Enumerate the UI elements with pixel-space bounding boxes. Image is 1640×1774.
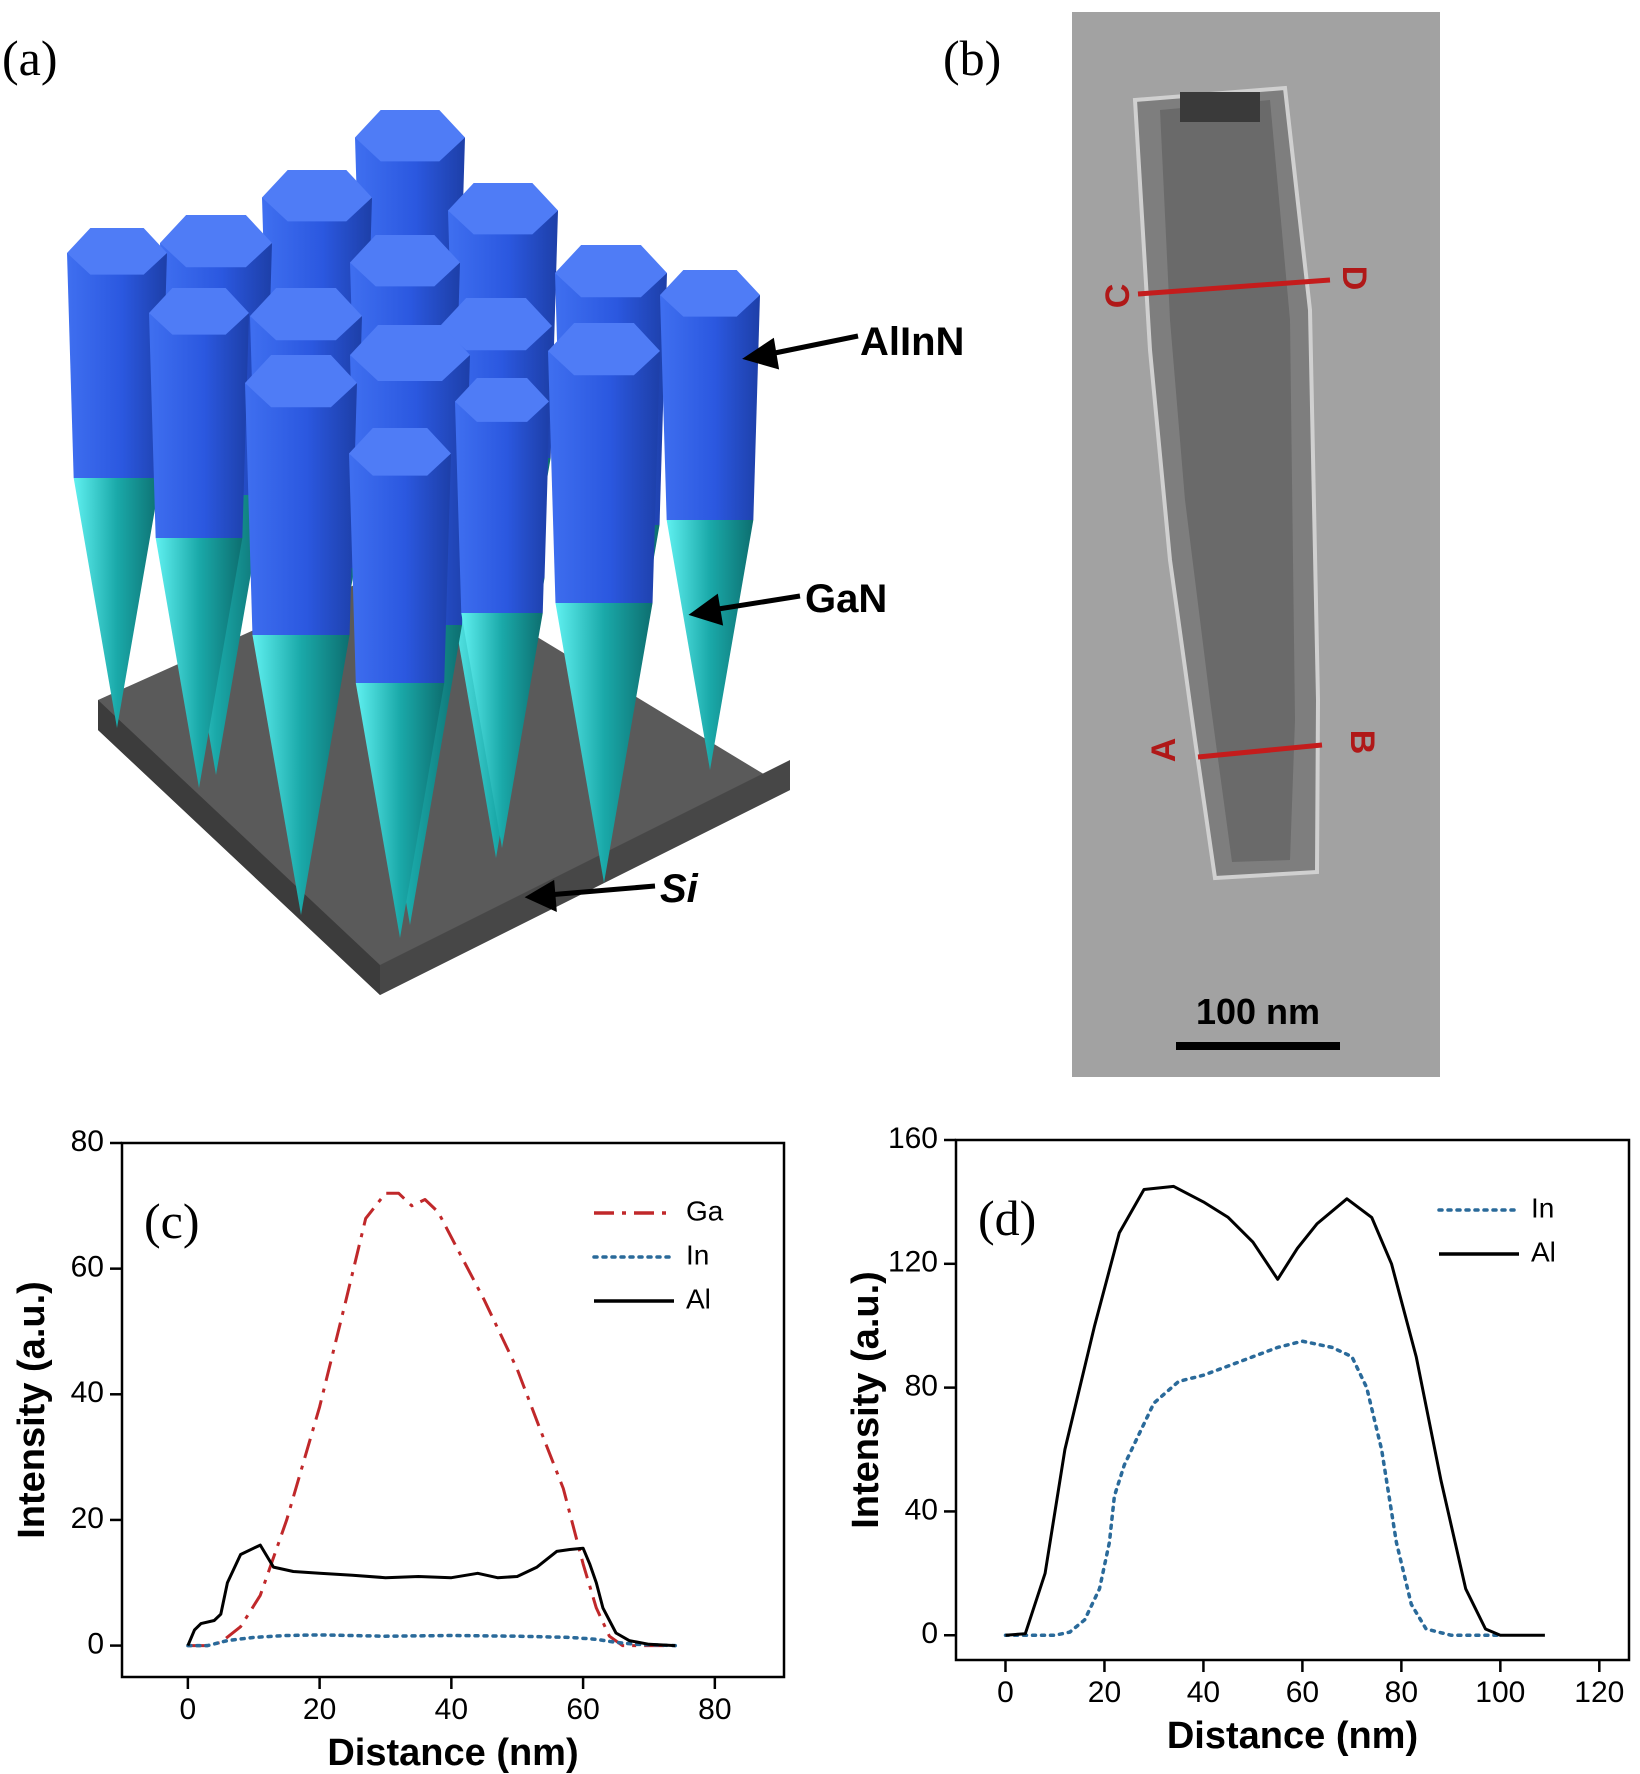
panel-label: (b) [943,30,1001,86]
legend-label: Ga [686,1195,724,1226]
y-tick-label: 160 [888,1122,938,1155]
line-label: B [1343,730,1381,755]
plot-frame [954,1138,1631,1662]
x-tick-label: 40 [435,1693,468,1726]
legend-label: Al [1531,1236,1556,1267]
y-tick-label: 40 [71,1376,104,1409]
data-line [1003,1339,1503,1637]
legend-label: In [1531,1192,1554,1223]
line-label: D [1335,266,1373,291]
x-axis-title: Distance (nm) [327,1732,578,1774]
y-tick-label: 0 [921,1617,938,1650]
panel-label: (d) [978,1190,1036,1246]
x-tick-label: 20 [303,1693,336,1726]
panel-label: (a) [2,30,58,86]
data-line [186,1543,676,1648]
x-tick-label: 60 [566,1693,599,1726]
line-label: C [1099,284,1137,309]
nanowire-illustration [67,110,790,995]
data-line [186,1633,678,1648]
data-line [187,1191,676,1648]
annotation: GaN [805,577,887,621]
y-tick-label: 80 [905,1370,938,1403]
y-tick-label: 40 [905,1493,938,1526]
x-axis-title: Distance (nm) [1167,1715,1418,1757]
scale-bar-label: 100 nm [1196,991,1320,1032]
x-tick-label: 120 [1574,1676,1624,1709]
y-tick-label: 80 [71,1125,104,1158]
x-tick-label: 0 [997,1676,1014,1709]
x-tick-label: 0 [180,1693,197,1726]
y-tick-label: 60 [71,1251,104,1284]
plot-frame [120,1141,786,1679]
x-tick-label: 60 [1286,1676,1319,1709]
x-tick-label: 40 [1187,1676,1220,1709]
tem-image [1072,12,1440,1077]
annotation: Si [660,867,699,911]
panel-label: (c) [144,1193,200,1249]
data-line [1005,1184,1545,1637]
x-tick-label: 80 [1385,1676,1418,1709]
y-axis-title: Intensity (a.u.) [845,1271,887,1529]
y-tick-label: 20 [71,1502,104,1535]
x-tick-label: 100 [1475,1676,1525,1709]
legend-label: In [686,1239,709,1270]
x-tick-label: 80 [698,1693,731,1726]
y-tick-label: 120 [888,1246,938,1279]
annotation: AlInN [860,320,964,364]
line-label: A [1145,738,1183,763]
x-tick-label: 20 [1088,1676,1121,1709]
y-axis-title: Intensity (a.u.) [11,1281,53,1539]
y-tick-label: 0 [87,1628,104,1661]
arrows [524,333,859,913]
legend-label: Al [686,1283,711,1314]
